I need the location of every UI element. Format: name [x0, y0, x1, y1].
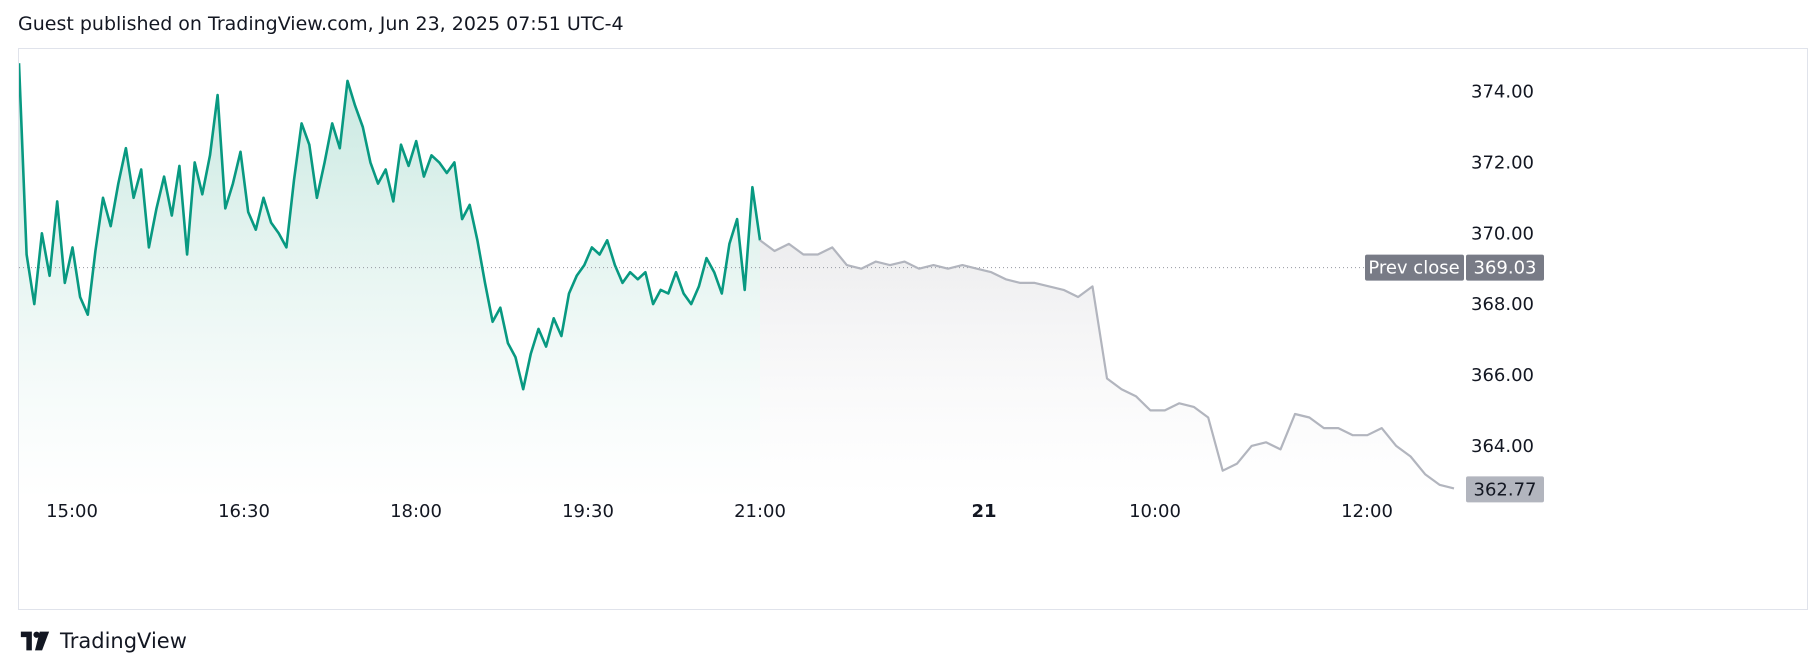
price-tick-label: 374.00	[1471, 82, 1534, 103]
price-tick-label: 368.00	[1471, 294, 1534, 315]
brand-name: TradingView	[60, 629, 187, 653]
time-tick-label: 15:00	[46, 501, 98, 522]
price-tick-label: 364.00	[1471, 436, 1534, 457]
prev-close-tag-bg	[1365, 254, 1464, 281]
price-tick-label: 370.00	[1471, 223, 1534, 244]
footer-branding[interactable]: TradingView	[18, 626, 187, 656]
prev-close-value-tag-bg	[1466, 254, 1544, 281]
time-tick-label: 21	[971, 501, 996, 522]
last-price-value: 362.77	[1474, 479, 1537, 500]
price-line-extended-hours[interactable]	[759, 239, 1455, 490]
time-tick-label: 10:00	[1129, 501, 1181, 522]
area-fill-extended-hours	[760, 240, 1454, 500]
chart-frame[interactable]: 374.00 372.00 370.00 368.00 366.00 364.00 15:…	[18, 48, 1808, 610]
price-tick-label: 372.00	[1471, 152, 1534, 173]
published-by-header: Guest published on TradingView.com, Jun …	[18, 13, 624, 35]
price-chart[interactable]: 374.00 372.00 370.00 368.00 366.00 364.00 15:…	[19, 49, 1807, 609]
last-price-tag-bg	[1466, 476, 1544, 503]
tradingview-logo-icon	[20, 631, 50, 651]
time-tick-label: 16:30	[218, 501, 270, 522]
time-tick-label: 19:30	[562, 501, 614, 522]
price-tick-label: 366.00	[1471, 365, 1534, 386]
time-axis[interactable]: 15:00 16:30 18:00 19:30 21:00 21 10:00 12:00	[46, 501, 1393, 522]
time-tick-label: 21:00	[734, 501, 786, 522]
area-fill-regular-session	[19, 63, 760, 499]
price-line-regular-session[interactable]	[19, 63, 762, 391]
prev-close-value: 369.03	[1474, 258, 1537, 279]
prev-close-tag-label: Prev close	[1368, 258, 1459, 279]
time-tick-label: 18:00	[390, 501, 442, 522]
time-tick-label: 12:00	[1341, 501, 1393, 522]
price-axis[interactable]: 374.00 372.00 370.00 368.00 366.00 364.00	[1471, 82, 1534, 457]
